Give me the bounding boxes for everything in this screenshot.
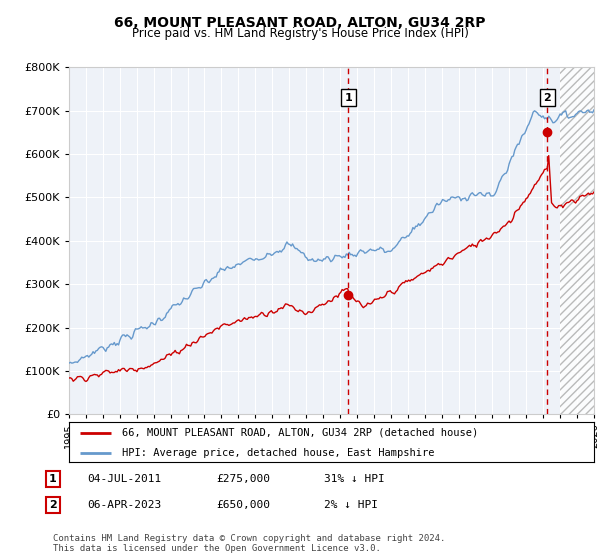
Text: £275,000: £275,000: [216, 474, 270, 484]
Text: 66, MOUNT PLEASANT ROAD, ALTON, GU34 2RP: 66, MOUNT PLEASANT ROAD, ALTON, GU34 2RP: [114, 16, 486, 30]
Text: HPI: Average price, detached house, East Hampshire: HPI: Average price, detached house, East…: [121, 448, 434, 458]
Text: £650,000: £650,000: [216, 500, 270, 510]
Text: 04-JUL-2011: 04-JUL-2011: [87, 474, 161, 484]
Text: 66, MOUNT PLEASANT ROAD, ALTON, GU34 2RP (detached house): 66, MOUNT PLEASANT ROAD, ALTON, GU34 2RP…: [121, 428, 478, 438]
Text: 06-APR-2023: 06-APR-2023: [87, 500, 161, 510]
Text: 2: 2: [49, 500, 56, 510]
Text: 2: 2: [544, 92, 551, 102]
Text: Price paid vs. HM Land Registry's House Price Index (HPI): Price paid vs. HM Land Registry's House …: [131, 27, 469, 40]
Text: 2% ↓ HPI: 2% ↓ HPI: [324, 500, 378, 510]
Text: 31% ↓ HPI: 31% ↓ HPI: [324, 474, 385, 484]
Text: 1: 1: [344, 92, 352, 102]
Text: 1: 1: [49, 474, 56, 484]
Text: Contains HM Land Registry data © Crown copyright and database right 2024.
This d: Contains HM Land Registry data © Crown c…: [53, 534, 445, 553]
